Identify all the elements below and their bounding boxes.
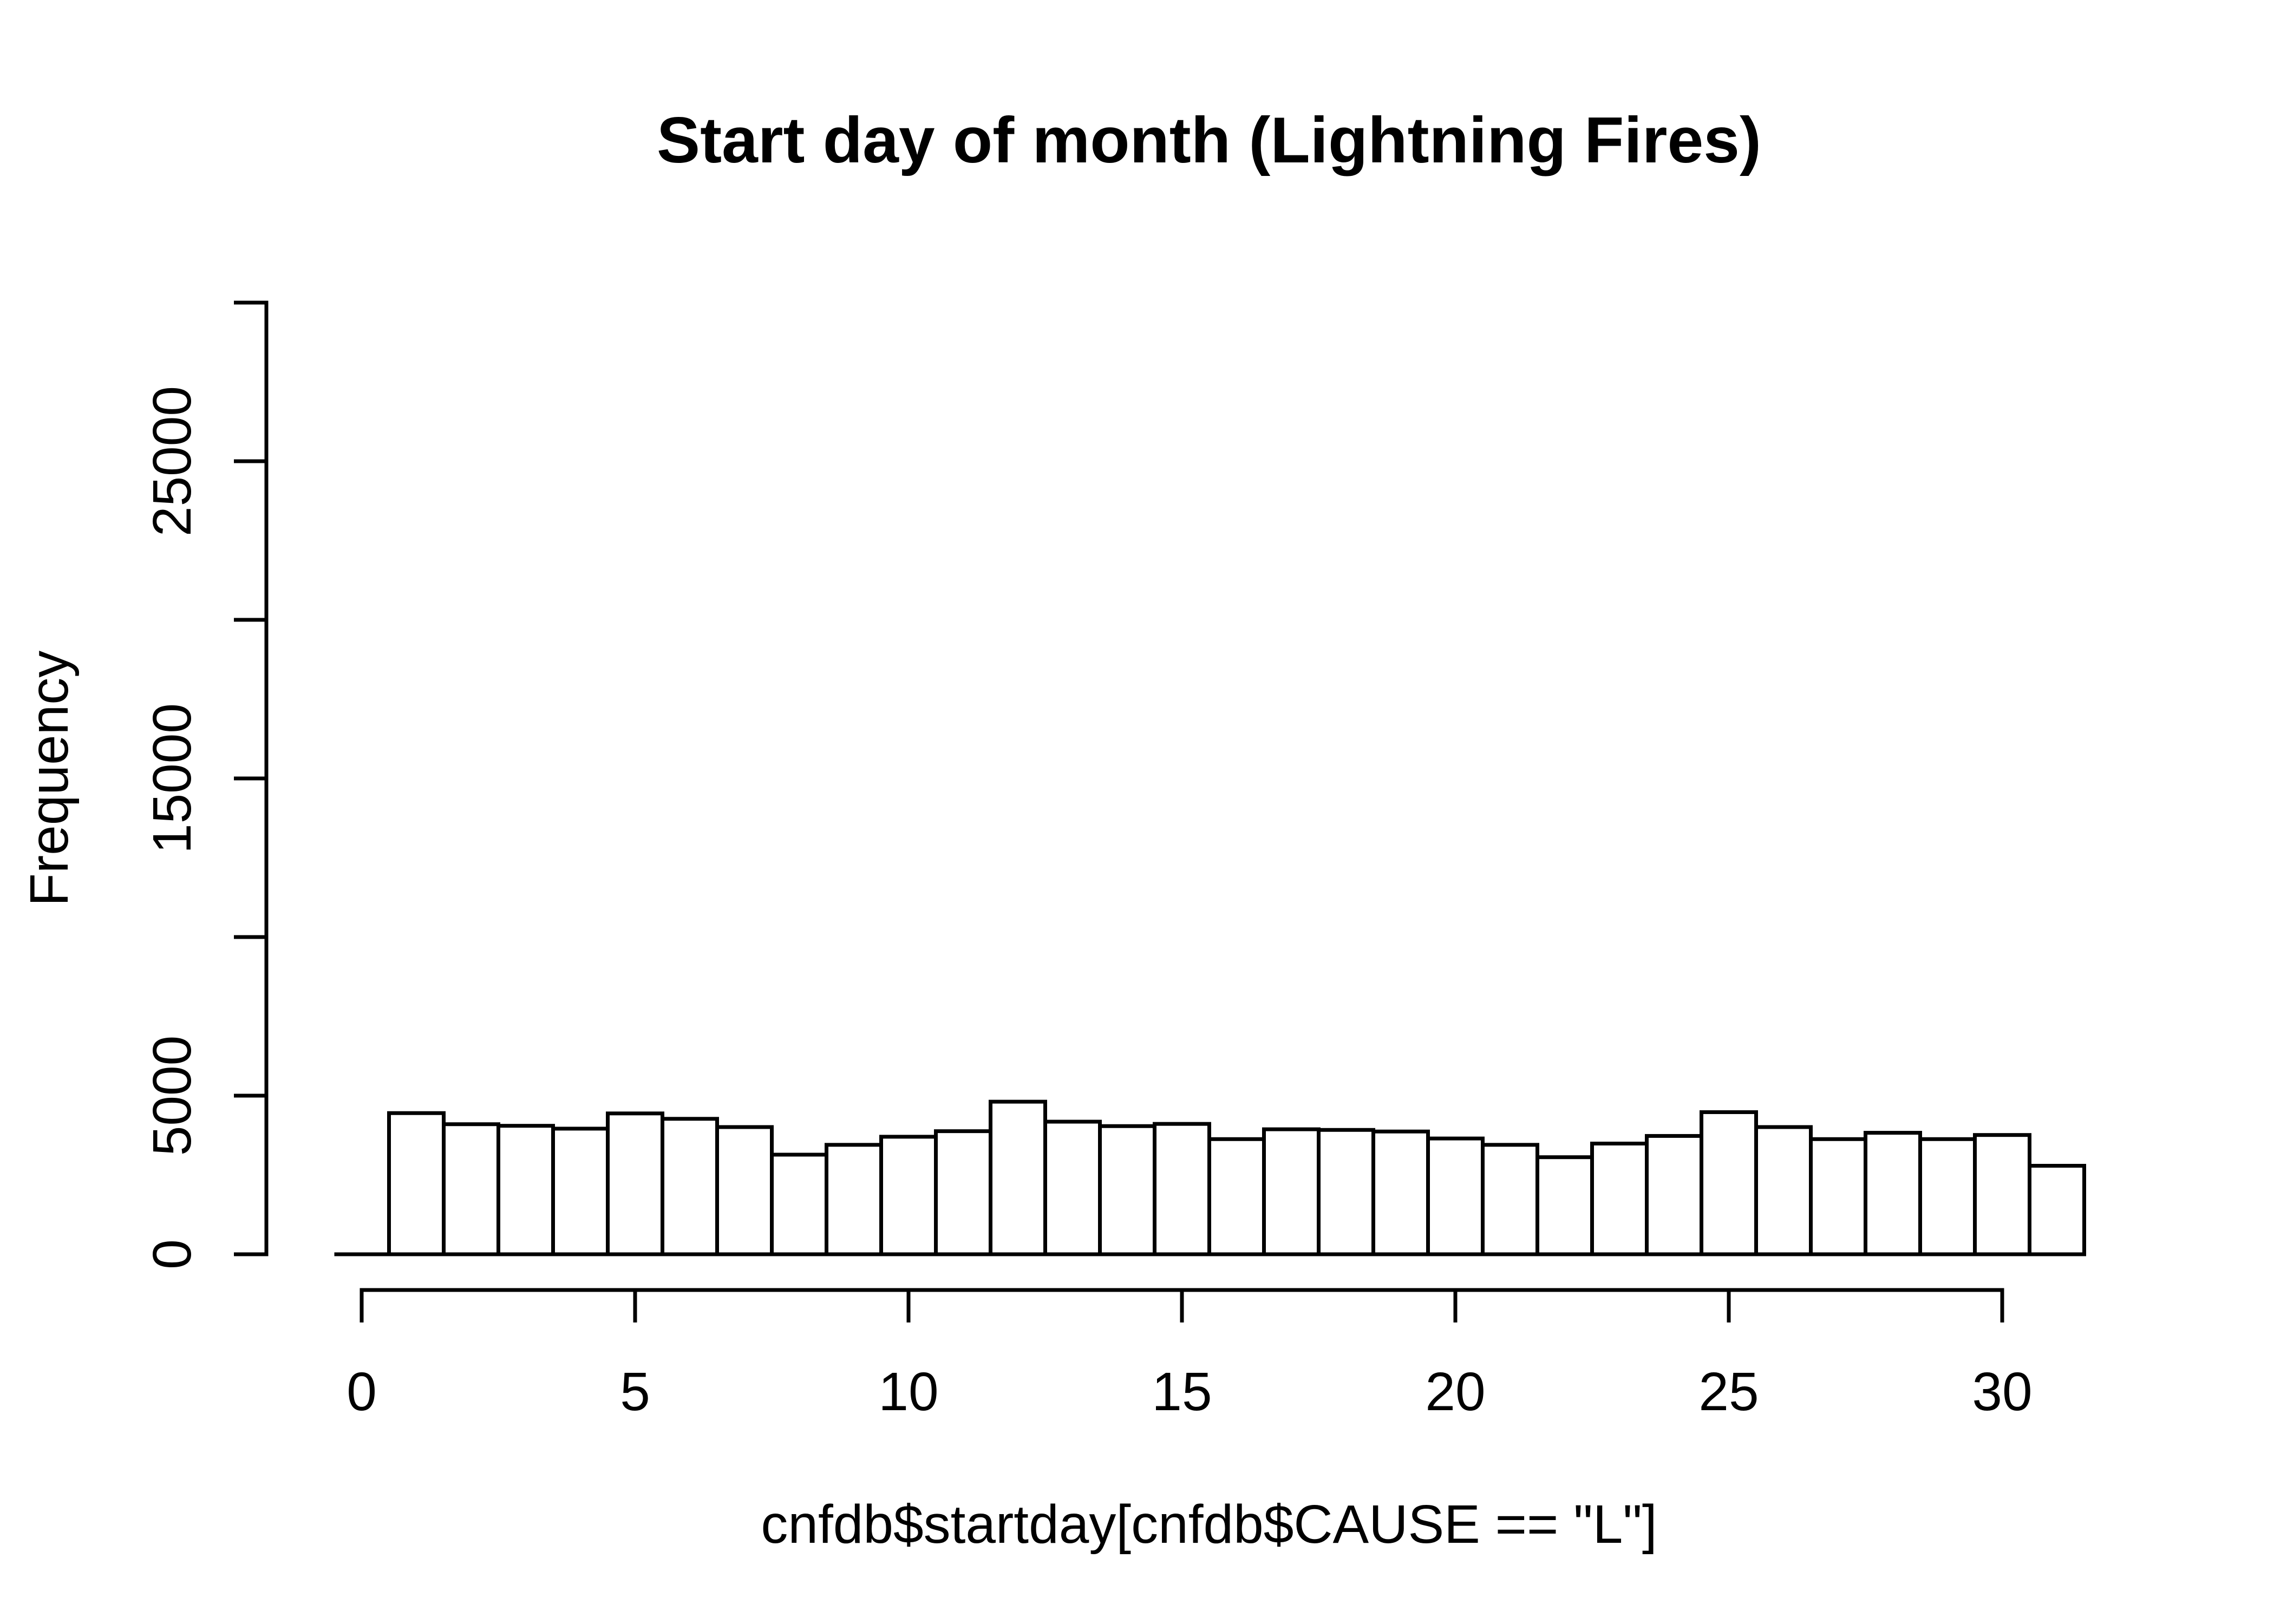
histogram-bar (1262, 1127, 1321, 1256)
histogram-bar (2028, 1164, 2086, 1256)
histogram-bar (1426, 1136, 1485, 1256)
x-tick-label: 0 (347, 1361, 377, 1422)
histogram-bar (934, 1129, 992, 1256)
histogram-bar (442, 1122, 500, 1256)
histogram-bar (1645, 1134, 1703, 1256)
histogram-bar (1098, 1124, 1156, 1256)
histogram-bar (715, 1125, 774, 1256)
histogram-bar (1864, 1131, 1922, 1256)
y-tick-label: 25000 (142, 386, 202, 536)
x-tick-label: 30 (1972, 1361, 2032, 1422)
y-axis-label: Frequency (19, 651, 80, 906)
histogram-bar (1754, 1125, 1813, 1256)
histogram-bar (551, 1127, 610, 1256)
histogram-bar (496, 1124, 555, 1256)
bars-group (334, 1099, 2086, 1256)
histogram-bar (1590, 1141, 1649, 1256)
histogram-bar (387, 1111, 446, 1256)
histogram-bar (1918, 1137, 1977, 1256)
histogram-bar (825, 1143, 883, 1256)
histogram-bar (606, 1111, 664, 1256)
x-tick-label: 25 (1698, 1361, 1759, 1422)
histogram-bar (1481, 1143, 1539, 1256)
x-axis-label: cnfdb$startday[cnfdb$CAUSE == "L"] (761, 1494, 1657, 1555)
y-tick-label: 0 (142, 1239, 202, 1269)
histogram-bar (879, 1135, 938, 1256)
x-tick-label: 5 (620, 1361, 650, 1422)
histogram-bar (1043, 1119, 1102, 1256)
histogram-bar (1973, 1133, 2031, 1256)
histogram-bar (1535, 1155, 1594, 1256)
histogram-bar (1207, 1137, 1266, 1256)
histogram-bar (1700, 1110, 1758, 1256)
histogram-bar (1371, 1129, 1430, 1256)
histogram-bar (1809, 1137, 1867, 1256)
x-tick-label: 20 (1425, 1361, 1485, 1422)
histogram-bar (989, 1099, 1047, 1256)
x-tick-label: 10 (878, 1361, 938, 1422)
chart-title: Start day of month (Lightning Fires) (657, 104, 1761, 176)
histogram-bar (661, 1117, 719, 1256)
y-tick-label: 15000 (142, 703, 202, 854)
y-tick-label: 5000 (142, 1036, 202, 1156)
x-tick-label: 15 (1152, 1361, 1212, 1422)
histogram-bar (1153, 1122, 1211, 1256)
histogram-bar (1317, 1128, 1375, 1256)
axes-group: 0 5000 15000 25000 0 5 10 15 20 25 30 (142, 300, 2033, 1422)
histogram-bar (770, 1152, 828, 1256)
